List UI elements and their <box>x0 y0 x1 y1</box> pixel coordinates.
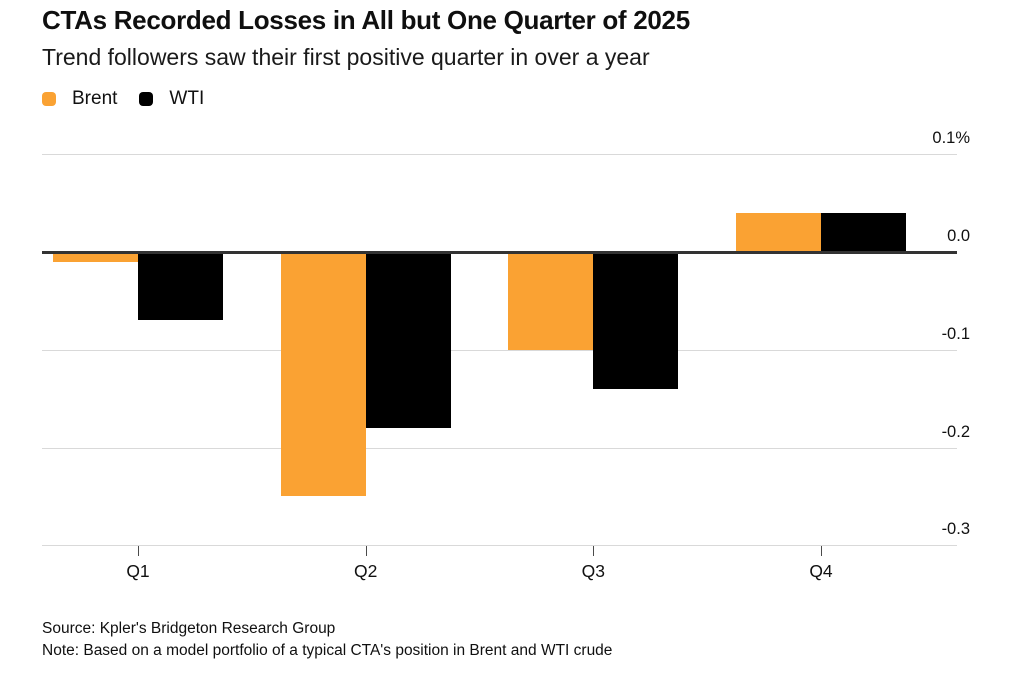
source-line: Source: Kpler's Bridgeton Research Group <box>42 620 336 637</box>
x-tick-q1 <box>138 546 139 556</box>
x-axis-label-q1: Q1 <box>126 561 150 581</box>
brent-swatch-icon <box>42 92 56 106</box>
x-tick-q4 <box>821 546 822 556</box>
y-tick-label-0.1%: 0.1% <box>932 129 970 148</box>
wti-swatch-icon <box>139 92 154 106</box>
gridline-0.1% <box>42 154 957 156</box>
x-axis-label-q2: Q2 <box>353 561 378 581</box>
bar-wti-q4 <box>821 212 906 252</box>
legend-item-brent: Brent <box>42 88 117 110</box>
x-tick-q2 <box>365 546 367 556</box>
note-line: Note: Based on a model portfolio of a ty… <box>42 642 613 659</box>
bar-brent-q3 <box>508 252 594 350</box>
y-tick-label--0.2: -0.2 <box>941 422 970 441</box>
bar-brent-q4 <box>736 212 821 252</box>
bar-wti-q3 <box>593 252 679 389</box>
legend: Brent WTI <box>42 88 204 110</box>
bar-brent-q1 <box>53 252 138 262</box>
legend-label-wti: WTI <box>169 88 205 109</box>
y-tick-label-0.0: 0.0 <box>947 227 970 245</box>
y-tick-label--0.1: -0.1 <box>941 324 970 343</box>
zero-baseline <box>42 250 957 254</box>
x-axis-label-q4: Q4 <box>809 561 833 581</box>
chart-title: CTAs Recorded Losses in All but One Quar… <box>42 5 690 35</box>
bar-wti-q2 <box>365 252 451 428</box>
x-tick-q3 <box>593 546 595 556</box>
chart-subtitle: Trend followers saw their first positive… <box>42 44 650 70</box>
x-axis-label-q3: Q3 <box>581 561 605 581</box>
legend-label-brent: Brent <box>72 88 118 109</box>
gridline--0.2 <box>42 447 957 449</box>
gridline--0.1 <box>42 349 957 351</box>
gridline--0.3 <box>42 545 957 547</box>
bar-brent-q2 <box>280 252 366 497</box>
legend-item-wti: WTI <box>139 88 204 110</box>
bar-wti-q1 <box>138 252 223 321</box>
y-tick-label--0.3: -0.3 <box>941 520 970 539</box>
